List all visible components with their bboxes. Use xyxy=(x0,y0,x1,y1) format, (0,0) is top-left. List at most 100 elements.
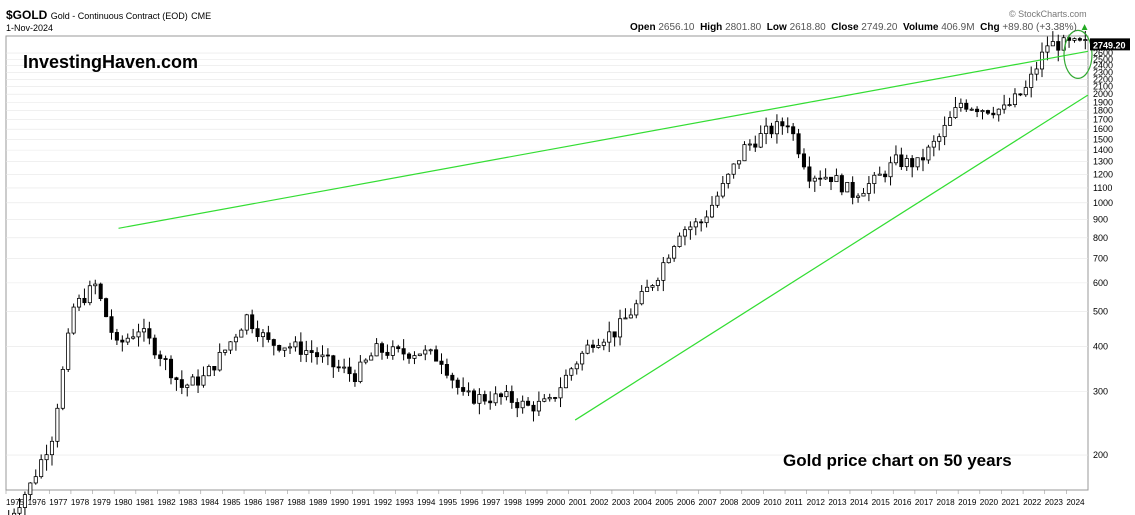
candle-body xyxy=(796,133,801,155)
x-tick-label: 2013 xyxy=(828,498,847,507)
candle-body xyxy=(1034,68,1039,75)
candle-body xyxy=(455,379,460,388)
x-tick-label: 2022 xyxy=(1023,498,1042,507)
candle-body xyxy=(699,221,704,224)
candle-body xyxy=(520,400,525,409)
candle-body xyxy=(288,346,293,349)
candle-body xyxy=(920,157,926,161)
candle-body xyxy=(109,316,114,333)
candle-body xyxy=(347,366,352,375)
candle-body xyxy=(585,344,590,354)
candle-body xyxy=(910,158,915,168)
candle-body xyxy=(196,376,201,386)
x-tick-label: 1996 xyxy=(460,498,479,507)
candle-body xyxy=(136,331,141,338)
candle-body xyxy=(239,329,244,338)
candle-body xyxy=(185,384,190,388)
candle-body xyxy=(488,400,493,404)
x-tick-label: 2002 xyxy=(590,498,609,507)
x-tick-label: 1981 xyxy=(136,498,155,507)
x-axis: 1975 1976 1977 1978 1979 1980 1981 1982 1983 1984… xyxy=(5,490,1085,507)
candle-body xyxy=(104,298,109,318)
candle-body xyxy=(839,175,844,193)
y-tick-label: 200 xyxy=(1093,450,1108,460)
candle-body xyxy=(628,314,633,319)
candle-body xyxy=(293,341,298,348)
candle-body xyxy=(152,337,157,356)
x-tick-label: 1984 xyxy=(201,498,220,507)
title-line: $GOLD Gold - Continuous Contract (EOD) C… xyxy=(6,8,211,22)
candle-body xyxy=(980,110,985,113)
candle-body xyxy=(666,257,671,264)
candle-body xyxy=(948,117,953,126)
candle-body xyxy=(801,153,806,168)
candle-body xyxy=(1007,104,1012,107)
candle-body xyxy=(807,166,812,182)
x-tick-label: 2021 xyxy=(1001,498,1020,507)
x-tick-label: 2015 xyxy=(872,498,891,507)
candle-body xyxy=(163,358,168,360)
change-value: +89.80 (+3.38%) xyxy=(1002,22,1077,33)
candle-body xyxy=(44,454,49,461)
candle-body xyxy=(931,140,936,148)
x-tick-label: 2010 xyxy=(763,498,782,507)
y-tick-label: 400 xyxy=(1093,341,1108,351)
candle-body xyxy=(536,400,541,412)
y-tick-label: 2300 xyxy=(1093,67,1113,77)
candle-body xyxy=(964,102,969,110)
candle-body xyxy=(866,183,871,194)
candle-body xyxy=(888,162,893,178)
candle-body xyxy=(466,390,471,393)
high-value: 2801.80 xyxy=(725,22,762,33)
x-tick-label: 1975 xyxy=(6,498,25,507)
candle-body xyxy=(601,341,606,346)
candle-body xyxy=(590,344,596,348)
copyright: © StockCharts.com xyxy=(1009,9,1087,19)
candle-body xyxy=(131,336,136,339)
candle-body xyxy=(190,376,195,386)
y-tick-label: 1000 xyxy=(1093,198,1113,208)
y-tick-label: 2000 xyxy=(1093,89,1113,99)
candle-body xyxy=(82,297,87,304)
change-label: Chg xyxy=(980,22,1000,33)
candle-body xyxy=(639,291,644,305)
candle-body xyxy=(266,332,271,340)
candle-body xyxy=(201,375,206,386)
x-tick-label: 1989 xyxy=(309,498,328,507)
plot-frame xyxy=(5,35,1089,491)
candle-body xyxy=(158,354,163,359)
x-tick-label: 1990 xyxy=(331,498,350,507)
candle-body xyxy=(331,355,336,368)
candle-body xyxy=(212,365,217,371)
candle-body xyxy=(899,154,904,168)
y-tick-label: 300 xyxy=(1093,386,1108,396)
grid xyxy=(5,35,1089,491)
candle-body xyxy=(439,360,444,365)
last-price-markers: 2749.20 xyxy=(1063,29,1130,79)
candle-body xyxy=(672,246,677,259)
y-tick-label: 2200 xyxy=(1093,74,1113,84)
candle-body xyxy=(937,136,942,142)
x-tick-label: 2005 xyxy=(655,498,674,507)
candle-body xyxy=(304,350,309,355)
candle-body xyxy=(1077,38,1082,41)
candle-body xyxy=(623,317,628,320)
x-tick-label: 2000 xyxy=(547,498,566,507)
x-tick-label: 2011 xyxy=(785,498,803,507)
candle-body xyxy=(428,349,433,352)
candle-body xyxy=(780,121,785,127)
y-tick-label: 1600 xyxy=(1093,124,1113,134)
candle-body xyxy=(147,328,152,339)
brand-watermark: InvestingHaven.com xyxy=(23,52,199,72)
y-tick-label: 1500 xyxy=(1093,134,1113,144)
candle-body xyxy=(942,124,947,138)
candle-body xyxy=(742,144,747,162)
candle-body xyxy=(87,285,92,304)
candle-body xyxy=(1045,45,1050,53)
candle-body xyxy=(553,397,558,399)
y-tick-label: 900 xyxy=(1093,214,1108,224)
candle-body xyxy=(320,354,325,358)
candle-body xyxy=(737,160,742,165)
candle-body xyxy=(709,204,715,218)
